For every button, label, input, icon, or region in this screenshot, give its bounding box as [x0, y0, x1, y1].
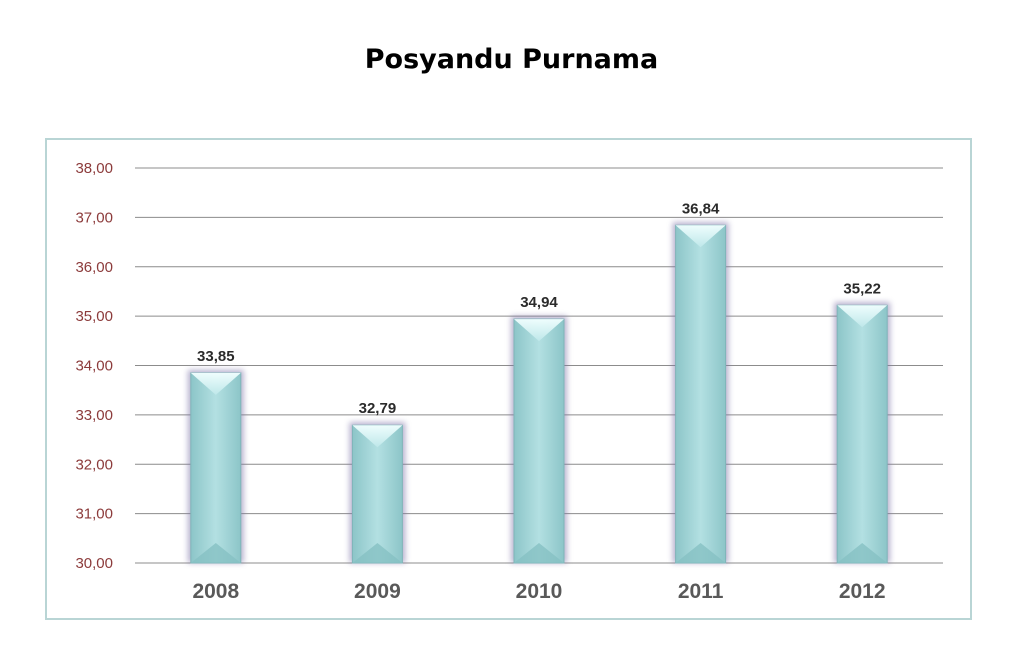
- bar: [349, 422, 406, 564]
- y-tick-label: 34,00: [75, 358, 113, 375]
- chart-title: Posyandu Purnama: [364, 44, 659, 75]
- bar-top-bevel: [514, 319, 564, 342]
- data-label: 32,79: [359, 400, 397, 417]
- y-tick-label: 36,00: [75, 259, 113, 276]
- x-tick-label: 2012: [839, 580, 886, 603]
- bar-body: [351, 424, 403, 564]
- bar-bottom-bevel: [352, 543, 403, 563]
- data-label: 35,22: [843, 280, 881, 297]
- x-tick-label: 2009: [354, 580, 401, 603]
- y-axis-ticks: 30,00 31,00 32,00 33,00 34,00 35,00 36,00 37,00…: [75, 160, 113, 572]
- data-label: 36,84: [682, 200, 720, 217]
- x-tick-label: 2008: [192, 580, 239, 603]
- x-axis-ticks: 2008 2009 2010 2011 2012: [192, 580, 885, 603]
- bar-top-bevel: [675, 225, 726, 248]
- data-labels: 33,85 32,79 34,94 36,84 35,22: [197, 200, 881, 417]
- bar-top-bevel: [190, 372, 241, 395]
- bar-body: [675, 224, 727, 564]
- bar-bottom-bevel: [675, 543, 726, 563]
- data-label: 33,85: [197, 348, 235, 365]
- y-tick-label: 38,00: [75, 160, 113, 177]
- y-tick-label: 35,00: [75, 308, 113, 325]
- bars: [187, 222, 891, 564]
- y-tick-label: 31,00: [75, 506, 113, 523]
- x-tick-label: 2010: [516, 580, 563, 603]
- data-label: 34,94: [520, 294, 558, 311]
- bar: [672, 222, 729, 564]
- y-tick-label: 33,00: [75, 407, 113, 424]
- bar: [834, 302, 891, 564]
- x-tick-label: 2011: [678, 580, 724, 603]
- bar-body: [513, 318, 565, 564]
- bar-top-bevel: [837, 305, 888, 328]
- y-tick-label: 37,00: [75, 209, 113, 226]
- bar-bottom-bevel: [837, 543, 888, 563]
- bar-body: [190, 372, 242, 564]
- y-tick-label: 30,00: [75, 555, 113, 572]
- bar-bottom-bevel: [514, 543, 564, 563]
- bar-top-bevel: [352, 425, 403, 448]
- bar-bottom-bevel: [190, 543, 241, 563]
- bar: [511, 316, 567, 564]
- bar-body: [836, 304, 888, 564]
- y-tick-label: 32,00: [75, 456, 113, 473]
- bar: [187, 369, 244, 564]
